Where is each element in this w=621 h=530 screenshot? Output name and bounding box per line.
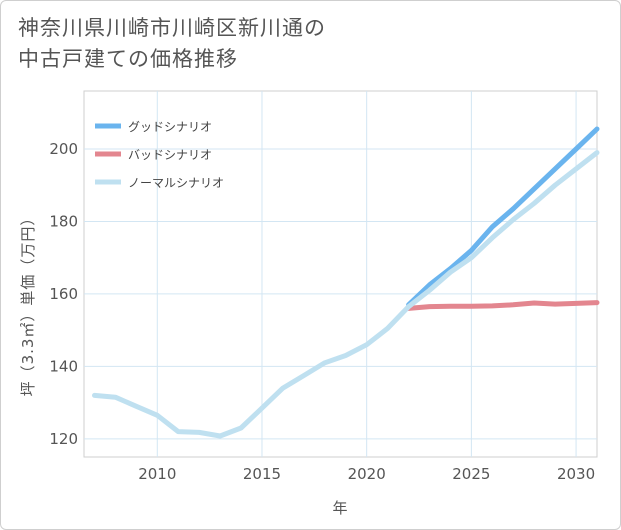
legend-item-bad-label: バッドシナリオ [128,148,212,162]
tick-labels: 2010 2015 2020 2025 2030 120 140 160 180 200 [49,140,595,483]
y-tick-label-160: 160 [49,285,78,303]
chart-title-line2: 中古戸建ての価格推移 [18,47,238,71]
x-tick-label-2020: 2020 [348,465,386,483]
y-tick-label-180: 180 [49,212,78,230]
x-tick-label-2025: 2025 [452,465,490,483]
x-tick-label-2030: 2030 [557,465,595,483]
chart-title-line1: 神奈川県川崎市川崎区新川通の [18,16,326,40]
legend-item-bad: バッドシナリオ [95,148,212,162]
y-tick-label-140: 140 [49,357,78,375]
grid-lines [84,91,597,457]
x-tick-label-2010: 2010 [138,465,176,483]
y-tick-label-200: 200 [49,140,78,158]
series-line-normal [92,150,600,439]
series-layer [92,126,600,439]
series-line-bad [406,300,600,311]
legend-item-normal-label: ノーマルシナリオ [128,176,224,190]
x-tick-label-2015: 2015 [243,465,281,483]
series-line-good [406,126,600,308]
legend-item-normal: ノーマルシナリオ [95,176,224,190]
chart-title: 神奈川県川崎市川崎区新川通の 中古戸建ての価格推移 [18,13,326,75]
legend-item-good: グッドシナリオ [95,120,212,134]
y-axis-title: 坪（3.3㎡）単価（万円） [19,210,37,397]
legend-item-good-label: グッドシナリオ [128,120,212,134]
x-axis-title: 年 [332,499,347,517]
y-tick-label-120: 120 [49,430,78,448]
plot-area [83,90,598,458]
